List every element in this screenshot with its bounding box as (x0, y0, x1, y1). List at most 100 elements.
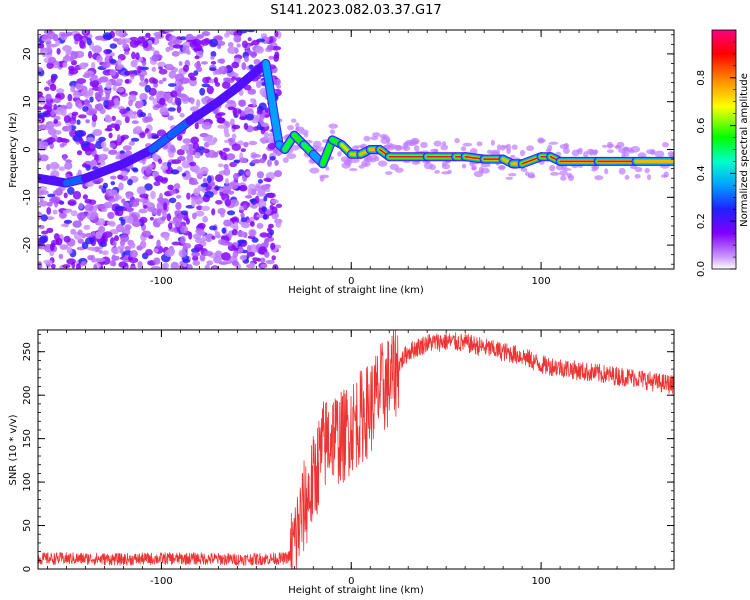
noise-speckle (267, 227, 272, 233)
ridge-halo (555, 164, 564, 171)
noise-speckle (217, 208, 226, 215)
noise-speckle (196, 205, 203, 211)
ridge-halo (520, 149, 526, 157)
noise-speckle (150, 190, 156, 200)
noise-speckle (99, 241, 107, 247)
noise-speckle (258, 102, 267, 111)
noise-speckle (67, 186, 75, 195)
ridge-halo (510, 154, 516, 159)
ridge-halo (618, 148, 626, 154)
noise-speckle (58, 253, 64, 260)
noise-speckle (141, 230, 152, 238)
noise-speckle (62, 154, 67, 161)
ridge-halo (548, 141, 559, 145)
noise-speckle (63, 115, 71, 123)
noise-speckle (152, 135, 160, 139)
ridge-halo (480, 167, 490, 174)
noise-speckle (102, 32, 113, 40)
noise-speckle (195, 210, 205, 217)
noise-speckle (115, 30, 125, 37)
y-tick-label: 50 (22, 519, 33, 532)
noise-speckle (111, 254, 117, 262)
noise-speckle (214, 231, 221, 238)
noise-speckle (102, 147, 110, 152)
noise-speckle (43, 259, 53, 265)
noise-speckle (250, 204, 258, 209)
noise-speckle (151, 66, 157, 72)
noise-speckle (210, 61, 217, 65)
noise-speckle (211, 208, 216, 216)
noise-speckle (157, 91, 166, 96)
noise-speckle (139, 73, 145, 82)
noise-speckle (246, 251, 255, 257)
noise-speckle (105, 92, 110, 100)
noise-speckle (127, 216, 134, 224)
noise-speckle (247, 88, 257, 95)
noise-speckle (116, 224, 125, 233)
noise-speckle (148, 95, 155, 101)
noise-speckle (98, 225, 106, 233)
noise-speckle (220, 151, 228, 160)
noise-speckle (231, 260, 239, 267)
noise-speckle (92, 129, 103, 136)
noise-speckle (139, 93, 148, 101)
noise-speckle (105, 80, 112, 90)
noise-speckle (196, 34, 204, 39)
noise-speckle (80, 90, 90, 97)
noise-speckle (174, 96, 179, 105)
noise-speckle (162, 77, 167, 82)
noise-speckle (136, 186, 147, 195)
noise-speckle (111, 115, 116, 121)
noise-speckle (233, 159, 241, 164)
noise-speckle (116, 87, 125, 93)
noise-speckle (40, 214, 48, 222)
noise-speckle (85, 119, 90, 124)
noise-speckle (266, 44, 274, 51)
noise-speckle (112, 241, 117, 247)
noise-speckle (229, 199, 240, 207)
noise-speckle (260, 257, 266, 263)
noise-speckle (217, 43, 222, 50)
noise-speckle (175, 201, 182, 211)
noise-speckle (264, 251, 270, 258)
noise-speckle (99, 177, 104, 183)
ridge-halo (349, 168, 358, 172)
noise-speckle (106, 100, 115, 107)
noise-speckle (176, 135, 182, 141)
noise-speckle (139, 240, 147, 249)
noise-speckle (38, 186, 48, 191)
noise-speckle (132, 111, 138, 115)
colorbar: 0.0 0.2 0.4 0.6 0.8 Normalized spectral ampl… (696, 29, 750, 277)
ridge-halo (441, 161, 447, 167)
y-tick-label: 200 (22, 386, 33, 405)
noise-speckle (51, 196, 61, 203)
noise-speckle (62, 45, 72, 52)
noise-speckle (138, 112, 147, 118)
noise-speckle (73, 33, 83, 42)
noise-speckle (155, 54, 163, 60)
noise-speckle (160, 263, 168, 269)
noise-speckle (190, 97, 195, 105)
noise-speckle (115, 64, 123, 70)
noise-speckle (221, 185, 232, 193)
noise-speckle (227, 41, 234, 48)
noise-speckle (217, 124, 227, 129)
noise-speckle (209, 38, 218, 47)
ridge-halo (385, 171, 393, 175)
noise-speckle (201, 61, 208, 65)
noise-speckle (213, 255, 222, 264)
noise-speckle (216, 117, 225, 124)
noise-speckle (267, 142, 276, 150)
noise-speckle (267, 192, 276, 199)
noise-speckle (210, 55, 215, 60)
noise-speckle (226, 210, 236, 216)
noise-speckle (176, 149, 185, 156)
ridge-halo (634, 166, 643, 173)
noise-speckle (50, 263, 56, 269)
noise-speckle (116, 134, 122, 143)
noise-speckle (59, 143, 65, 148)
noise-speckle (46, 201, 53, 207)
noise-speckle (197, 230, 206, 236)
ridge-halo (319, 176, 325, 182)
